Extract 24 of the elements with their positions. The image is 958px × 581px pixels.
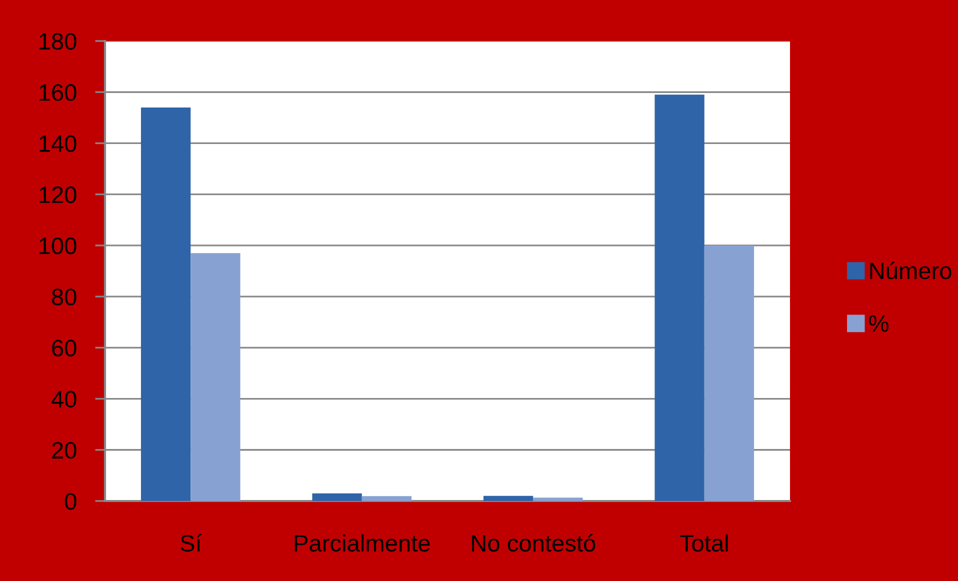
bar — [312, 493, 362, 501]
y-tick-label: 60 — [52, 340, 76, 356]
bar — [362, 496, 412, 501]
y-tick-label: 140 — [40, 135, 76, 152]
x-tick-label: No contestó — [472, 534, 596, 552]
y-tick-label: 120 — [40, 186, 76, 204]
bar — [483, 496, 534, 501]
y-tick-label: 40 — [52, 390, 76, 408]
bar — [704, 245, 754, 501]
y-tick-label: 80 — [52, 288, 76, 306]
x-tick-label: Total — [680, 534, 728, 552]
y-tick-label: 180 — [40, 33, 76, 50]
legend-label: Número — [870, 262, 952, 280]
y-tick-label: 160 — [40, 84, 76, 101]
bar — [533, 498, 583, 501]
y-tick-label: 100 — [40, 238, 76, 254]
bar — [190, 253, 240, 501]
y-tick-label: 0 — [65, 493, 76, 510]
legend-label: % — [869, 315, 888, 332]
x-tick-label: Parcialmente — [294, 534, 430, 552]
y-tick-label: 20 — [52, 442, 76, 459]
x-tick-label: Sí — [180, 534, 202, 552]
bar — [654, 94, 704, 501]
bar — [140, 107, 191, 501]
